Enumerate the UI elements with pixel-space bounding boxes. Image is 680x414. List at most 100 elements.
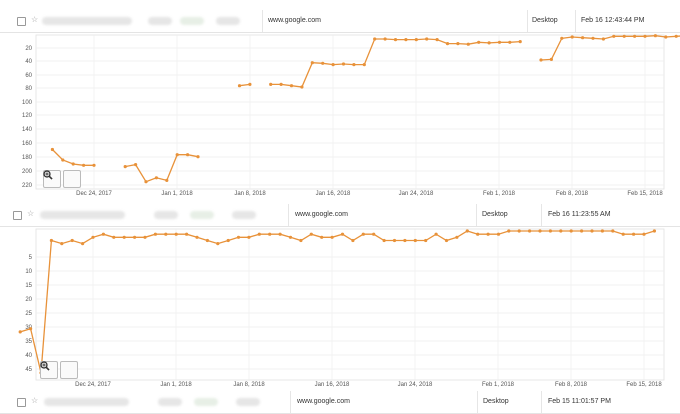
data-point[interactable] bbox=[351, 238, 355, 243]
star-icon[interactable]: ☆ bbox=[27, 209, 35, 218]
data-point[interactable] bbox=[362, 63, 366, 67]
data-point[interactable] bbox=[372, 232, 376, 236]
data-point[interactable] bbox=[652, 229, 657, 233]
data-point[interactable] bbox=[92, 163, 96, 167]
data-point[interactable] bbox=[50, 147, 55, 152]
data-point[interactable] bbox=[642, 232, 646, 236]
data-point[interactable] bbox=[591, 36, 595, 40]
data-point[interactable] bbox=[248, 82, 252, 86]
data-point[interactable] bbox=[404, 38, 408, 42]
data-point[interactable] bbox=[122, 235, 126, 239]
data-point[interactable] bbox=[321, 61, 325, 65]
data-point[interactable] bbox=[508, 40, 512, 44]
data-point[interactable] bbox=[143, 235, 147, 239]
data-point[interactable] bbox=[456, 42, 460, 46]
data-point[interactable] bbox=[413, 238, 417, 243]
data-point[interactable] bbox=[144, 180, 148, 184]
data-point[interactable] bbox=[352, 63, 356, 67]
data-point[interactable] bbox=[373, 37, 377, 41]
data-point[interactable] bbox=[268, 232, 272, 236]
data-point[interactable] bbox=[632, 232, 636, 236]
data-point[interactable] bbox=[196, 155, 200, 159]
data-point[interactable] bbox=[622, 34, 626, 38]
data-point[interactable] bbox=[392, 238, 397, 243]
data-point[interactable] bbox=[674, 34, 678, 38]
data-point[interactable] bbox=[186, 153, 190, 157]
data-point[interactable] bbox=[653, 34, 658, 38]
data-point[interactable] bbox=[236, 235, 241, 239]
data-point[interactable] bbox=[164, 232, 168, 236]
data-point[interactable] bbox=[49, 238, 54, 243]
data-point[interactable] bbox=[517, 229, 521, 233]
data-point[interactable] bbox=[476, 232, 480, 236]
data-point[interactable] bbox=[581, 36, 585, 40]
data-point[interactable] bbox=[165, 178, 169, 182]
data-point[interactable] bbox=[465, 229, 469, 233]
data-point[interactable] bbox=[330, 235, 334, 239]
data-point[interactable] bbox=[434, 232, 438, 236]
data-point[interactable] bbox=[247, 235, 251, 239]
data-point[interactable] bbox=[341, 62, 346, 66]
data-point[interactable] bbox=[560, 36, 564, 40]
data-point[interactable] bbox=[82, 163, 86, 167]
data-point[interactable] bbox=[444, 238, 449, 243]
data-point[interactable] bbox=[601, 37, 606, 41]
data-point[interactable] bbox=[425, 37, 429, 41]
data-point[interactable] bbox=[455, 235, 459, 239]
data-point[interactable] bbox=[134, 163, 138, 167]
data-point[interactable] bbox=[310, 61, 314, 65]
data-point[interactable] bbox=[486, 232, 490, 236]
data-point[interactable] bbox=[600, 229, 605, 233]
data-point[interactable] bbox=[174, 232, 178, 236]
data-point[interactable] bbox=[60, 242, 64, 246]
data-point[interactable] bbox=[81, 242, 85, 246]
data-point[interactable] bbox=[309, 232, 313, 236]
result-row[interactable]: ☆ www.google.com Desktop Feb 15 11:01:57… bbox=[0, 391, 680, 414]
data-point[interactable] bbox=[70, 238, 74, 243]
data-point[interactable] bbox=[487, 41, 491, 45]
data-point[interactable] bbox=[331, 63, 335, 67]
data-point[interactable] bbox=[237, 84, 242, 88]
data-point[interactable] bbox=[112, 235, 116, 239]
data-point[interactable] bbox=[414, 38, 418, 42]
data-point[interactable] bbox=[612, 34, 616, 38]
data-point[interactable] bbox=[18, 330, 22, 334]
data-point[interactable] bbox=[643, 34, 647, 38]
star-icon[interactable]: ☆ bbox=[31, 396, 39, 405]
data-point[interactable] bbox=[269, 82, 273, 86]
data-point[interactable] bbox=[621, 232, 625, 236]
data-point[interactable] bbox=[403, 238, 407, 243]
data-point[interactable] bbox=[507, 229, 511, 233]
result-row[interactable]: ☆ www.google.com Desktop Feb 16 12:43:44… bbox=[0, 10, 680, 33]
data-point[interactable] bbox=[257, 232, 261, 236]
data-point[interactable] bbox=[278, 232, 282, 236]
data-point[interactable] bbox=[71, 162, 75, 166]
data-point[interactable] bbox=[300, 85, 304, 89]
data-point[interactable] bbox=[320, 235, 324, 239]
data-point[interactable] bbox=[570, 35, 574, 39]
data-point[interactable] bbox=[548, 229, 553, 233]
data-point[interactable] bbox=[195, 235, 199, 239]
data-point[interactable] bbox=[123, 165, 127, 169]
data-point[interactable] bbox=[466, 42, 470, 46]
row-checkbox[interactable] bbox=[13, 211, 22, 220]
data-point[interactable] bbox=[539, 58, 543, 62]
data-point[interactable] bbox=[185, 232, 189, 236]
data-point[interactable] bbox=[549, 57, 554, 61]
row-checkbox[interactable] bbox=[17, 17, 26, 26]
data-point[interactable] bbox=[226, 238, 230, 243]
data-point[interactable] bbox=[518, 40, 522, 44]
data-point[interactable] bbox=[664, 35, 668, 39]
data-point[interactable] bbox=[61, 158, 65, 162]
data-point[interactable] bbox=[393, 38, 398, 42]
data-point[interactable] bbox=[288, 235, 293, 239]
star-icon[interactable]: ☆ bbox=[31, 15, 39, 24]
data-point[interactable] bbox=[590, 229, 594, 233]
data-point[interactable] bbox=[29, 327, 33, 331]
data-point[interactable] bbox=[289, 84, 294, 88]
data-point[interactable] bbox=[340, 232, 345, 236]
data-point[interactable] bbox=[382, 238, 386, 243]
data-point[interactable] bbox=[91, 235, 95, 239]
data-point[interactable] bbox=[361, 232, 365, 236]
data-point[interactable] bbox=[101, 232, 105, 236]
